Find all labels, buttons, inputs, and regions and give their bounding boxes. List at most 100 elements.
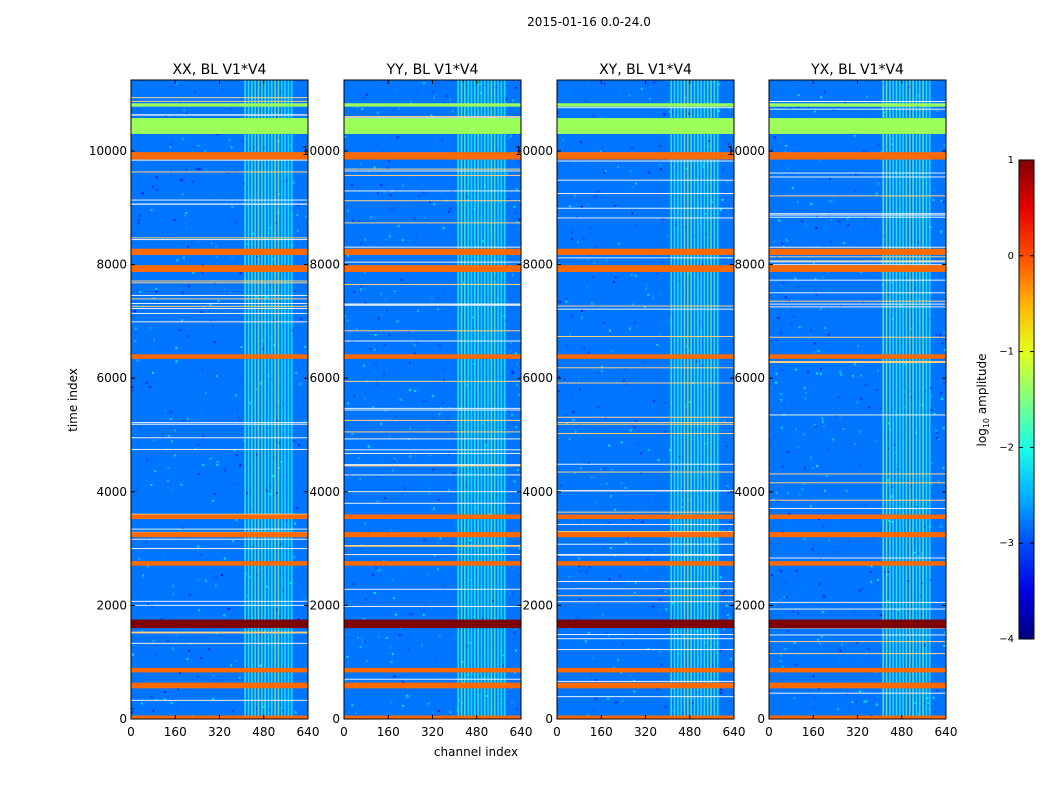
flag-line [344,678,521,680]
noise-cell [512,423,515,426]
noise-cell [625,383,628,386]
noise-cell [704,428,707,431]
noise-cell [189,643,192,646]
noise-cell [352,642,355,645]
x-tick-label: 160 [802,725,825,739]
flag-line [131,423,308,425]
noise-cell [131,389,134,392]
noise-cell [137,218,140,221]
noise-cell [839,370,842,373]
noise-cell [597,406,600,409]
noise-cell [164,690,167,693]
noise-cell [204,579,207,582]
noise-cell [361,107,364,110]
y-tick-label: 10000 [727,144,765,158]
noise-cell [215,375,218,378]
flag-line [131,282,308,284]
noise-cell [851,338,854,341]
noise-cell [793,85,796,88]
noise-cell [875,192,878,195]
noise-cell [815,215,818,218]
noise-cell [943,331,946,334]
noise-cell [452,615,455,618]
noise-cell [708,140,711,143]
noise-cell [645,287,648,290]
noise-cell [709,444,712,447]
noise-cell [421,394,424,397]
noise-cell [684,406,687,409]
noise-cell [944,631,946,634]
flag-band-green [131,118,308,134]
noise-cell [608,444,611,447]
noise-cell [281,709,284,712]
noise-cell [568,438,571,441]
noise-cell [698,272,701,275]
noise-cell [615,691,618,694]
noise-cell [784,581,787,584]
flag-band-orange [344,667,521,673]
noise-cell [802,433,805,436]
noise-cell [432,91,435,94]
noise-cell [870,714,873,717]
noise-cell [587,257,590,260]
noise-cell [618,500,621,503]
noise-cell [719,691,722,694]
noise-cell [780,393,783,396]
noise-cell [181,179,184,182]
noise-cell [433,506,436,509]
y-tick-label: 8000 [734,258,765,272]
noise-cell [836,519,839,522]
noise-cell [851,700,854,703]
noise-cell [239,463,242,466]
noise-cell [218,693,221,696]
noise-cell [614,276,617,279]
noise-cell [366,93,369,96]
noise-cell [855,700,858,703]
noise-cell [685,403,688,406]
noise-cell [828,369,831,372]
noise-cell [580,164,583,167]
noise-cell [152,709,155,712]
noise-cell [162,436,165,439]
noise-cell [438,412,441,415]
noise-cell [839,417,842,420]
rfi-stripe [267,80,270,719]
colorbar-tick-label: −2 [999,442,1014,453]
noise-cell [238,676,241,679]
noise-cell [789,322,792,325]
flag-band-orange [557,265,734,272]
noise-cell [414,420,417,423]
flag-band-green [131,103,308,107]
noise-cell [386,636,389,639]
noise-cell [815,316,818,319]
noise-cell [823,595,826,598]
noise-cell [893,443,896,446]
noise-cell [223,614,226,617]
noise-cell [685,180,688,183]
noise-cell [858,464,861,467]
noise-cell [595,245,598,248]
noise-cell [669,449,672,452]
flag-line [344,431,521,433]
noise-cell [439,191,442,194]
noise-cell [202,434,205,437]
noise-cell [773,467,776,470]
noise-cell [431,468,434,471]
noise-cell [422,614,425,617]
noise-cell [639,282,642,285]
noise-cell [218,679,221,682]
noise-cell [659,163,662,166]
noise-cell [443,291,446,294]
noise-cell [268,553,271,556]
noise-cell [185,228,188,231]
noise-cell [943,382,946,385]
noise-cell [154,470,157,473]
noise-cell [511,274,514,277]
rfi-stripe [716,80,719,719]
rfi-stripe [483,80,486,719]
flag-line [557,490,734,492]
noise-cell [773,148,776,151]
flag-line [344,380,521,382]
noise-cell [803,538,806,541]
flag-band-darkred [769,619,946,629]
